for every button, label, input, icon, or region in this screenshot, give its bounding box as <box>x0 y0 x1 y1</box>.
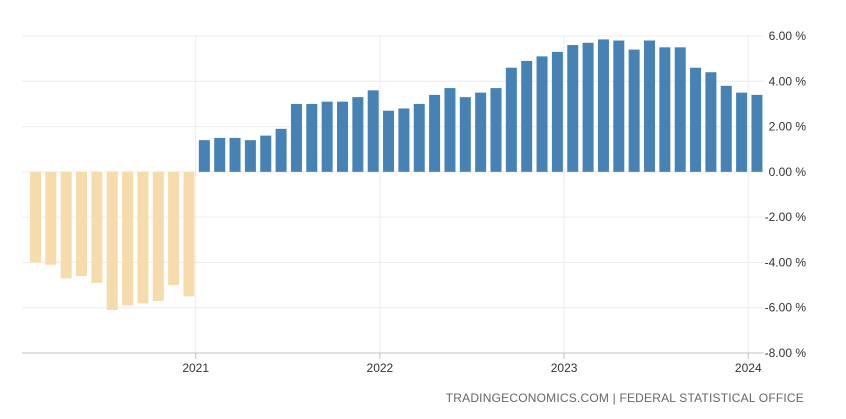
bar <box>91 171 103 283</box>
bar <box>383 110 395 172</box>
bar <box>122 171 134 306</box>
x-tick-label: 2022 <box>367 361 394 375</box>
y-tick-label: -2.00 % <box>765 210 807 224</box>
bar <box>30 171 41 263</box>
bar <box>551 51 563 172</box>
bar <box>352 97 364 172</box>
bar <box>183 171 195 297</box>
bar <box>60 171 72 279</box>
y-tick-label: -4.00 % <box>765 255 807 269</box>
bar <box>137 171 149 304</box>
bar <box>290 103 302 172</box>
bar <box>214 137 226 172</box>
y-tick-label: 6.00 % <box>769 29 807 43</box>
bar <box>644 40 655 172</box>
bar <box>597 39 609 172</box>
y-axis: 6.00 % 4.00 % 2.00 % 0.00 % -2.00 % -4.00 % -6… <box>765 29 807 360</box>
bar <box>275 128 287 172</box>
bar <box>429 94 441 172</box>
bar <box>168 171 180 286</box>
bar <box>536 56 548 172</box>
bar <box>582 42 594 172</box>
bar <box>106 171 118 310</box>
bar <box>521 60 533 172</box>
bar <box>613 40 625 172</box>
y-tick-label: 2.00 % <box>769 120 807 134</box>
bar <box>751 94 763 172</box>
bar <box>198 140 210 172</box>
bar <box>690 67 702 172</box>
bar <box>337 101 348 172</box>
bar <box>659 47 671 172</box>
x-tick-label: 2023 <box>551 361 578 375</box>
bar <box>76 171 88 277</box>
bar <box>736 92 748 172</box>
bar <box>413 103 425 172</box>
y-tick-label: -8.00 % <box>765 346 807 360</box>
bar <box>475 92 487 172</box>
bar <box>505 67 517 172</box>
y-tick-label: -6.00 % <box>765 301 807 315</box>
x-tick-label: 2021 <box>182 361 209 375</box>
bar <box>321 101 333 172</box>
source-credit: TRADINGECONOMICS.COM | FEDERAL STATISTIC… <box>445 391 804 405</box>
bar <box>444 88 456 172</box>
bar <box>398 108 410 172</box>
bar <box>720 85 732 172</box>
bar <box>705 72 717 172</box>
bar <box>567 45 579 172</box>
y-tick-label: 4.00 % <box>769 74 807 88</box>
bar <box>367 90 379 172</box>
bar <box>152 171 164 301</box>
y-tick-label: 0.00 % <box>769 165 807 179</box>
bar <box>628 49 640 172</box>
bar <box>674 47 686 172</box>
bar <box>306 103 318 172</box>
bar <box>459 97 471 172</box>
bar <box>229 137 241 172</box>
bar <box>45 171 57 265</box>
bar <box>244 140 256 172</box>
x-tick-label: 2024 <box>735 361 762 375</box>
bars <box>30 39 763 310</box>
bar <box>490 88 502 172</box>
x-axis: 2021 2022 2023 2024 <box>22 352 764 375</box>
bar <box>260 135 272 172</box>
